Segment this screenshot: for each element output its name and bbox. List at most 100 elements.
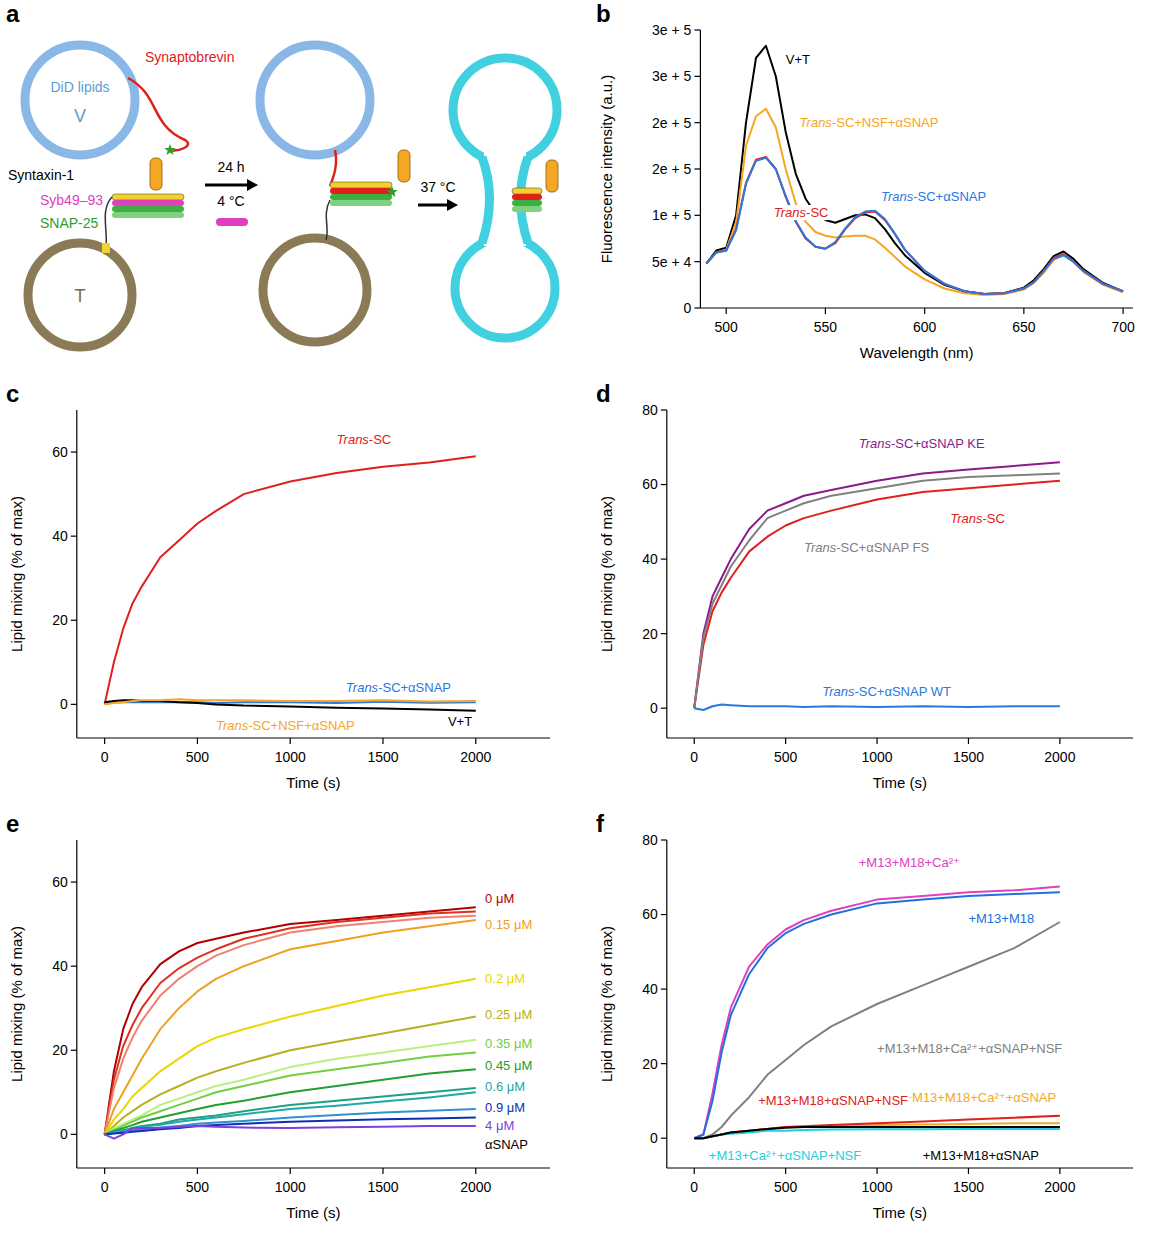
x-tick-label: 1000	[861, 1179, 892, 1195]
label: Synaptobrevin	[145, 49, 235, 65]
y-tick-label: 0	[60, 1126, 68, 1142]
y-tick	[71, 1134, 77, 1135]
series-label: +M13+M18+Ca²⁺+αSNAP+NSF	[877, 1041, 1062, 1056]
series-line	[105, 920, 476, 1135]
snap25-helix	[330, 200, 392, 206]
series-label: V+T	[448, 714, 472, 729]
series-line	[694, 892, 1060, 1138]
series-label: +M13+Ca²⁺+αSNAP+NSF	[709, 1148, 861, 1163]
y-tick	[661, 1138, 667, 1139]
series-line	[694, 1116, 1060, 1138]
x-tick-label: 1000	[861, 749, 892, 765]
x-tick-label: 2000	[460, 749, 491, 765]
fluorophore-star	[164, 144, 175, 155]
y-axis	[666, 840, 667, 1168]
x-tick-label: 1500	[367, 1179, 398, 1195]
x-tick	[876, 738, 877, 744]
y-tick	[71, 881, 77, 882]
text-part: -SC	[369, 432, 391, 447]
x-tick-label: 500	[715, 319, 739, 335]
series-line	[105, 699, 476, 704]
y-tick-label: 0	[684, 300, 692, 316]
y-tick	[694, 261, 700, 262]
label-patch	[921, 1148, 1041, 1163]
arrow-head	[447, 199, 458, 211]
syntaxin-helix	[512, 188, 542, 194]
neck-wall	[482, 157, 490, 243]
fluorophore-star	[386, 186, 397, 197]
label-patch	[483, 1100, 527, 1115]
label-patch	[483, 1137, 530, 1152]
y-tick	[661, 1063, 667, 1064]
panel-letter: e	[6, 810, 19, 837]
linker	[326, 200, 330, 240]
label-patch	[483, 891, 516, 906]
series-line	[105, 916, 476, 1135]
x-axis-title: Time (s)	[873, 1204, 927, 1221]
series-label: Trans-SC+NSF+αSNAP	[800, 115, 939, 130]
chart-panel: b05e + 41e + 52e + 52e + 53e + 53e + 550…	[596, 0, 1135, 361]
series-label: Trans-SC+αSNAP KE	[859, 436, 985, 451]
x-axis	[77, 1167, 550, 1168]
italic-part: Trans	[950, 511, 983, 526]
label-patch	[802, 540, 931, 555]
syntaxin-helix	[330, 182, 392, 188]
x-tick	[876, 1168, 877, 1174]
y-axis	[666, 410, 667, 738]
y-tick-label: 40	[642, 981, 658, 997]
fused-vesicle	[455, 238, 555, 338]
label-patch	[756, 1093, 910, 1108]
x-tick	[197, 1168, 198, 1174]
series-line	[694, 481, 1060, 708]
series-line	[105, 1040, 476, 1135]
arrow-shaft	[418, 204, 450, 207]
x-tick-label: 700	[1111, 319, 1135, 335]
x-tick	[104, 1168, 105, 1174]
x-tick	[1122, 308, 1123, 314]
y-tick	[694, 29, 700, 30]
y-tick-label: 20	[52, 612, 68, 628]
series-label: 0.35 μM	[485, 1036, 532, 1051]
y-tick-label: 60	[52, 444, 68, 460]
series-label: 0.15 μM	[485, 917, 532, 932]
v-vesicle	[25, 45, 135, 155]
x-tick-label: 500	[186, 749, 210, 765]
x-tick	[726, 308, 727, 314]
x-tick-label: 500	[774, 749, 798, 765]
panel-letter: b	[596, 0, 611, 27]
y-tick	[661, 633, 667, 634]
y-axis-title: Lipid mixing (% of max)	[598, 926, 615, 1082]
series-label: +M13+M18+αSNAP	[923, 1148, 1039, 1163]
text-part: -SC+αSNAP WT	[854, 684, 951, 699]
italic-part: Trans	[804, 540, 837, 555]
label-patch	[483, 1007, 534, 1022]
series-line	[706, 46, 1123, 294]
y-tick	[71, 451, 77, 452]
y-tick-label: 80	[642, 402, 658, 418]
snap25-helix	[512, 206, 542, 212]
x-axis-title: Time (s)	[873, 774, 927, 791]
text-part: -SC+αSNAP FS	[836, 540, 929, 555]
series-line	[105, 907, 476, 1134]
x-tick	[825, 308, 826, 314]
series-line	[694, 887, 1060, 1139]
series-label: Trans-SC+NSF+αSNAP	[216, 718, 355, 733]
x-tick-label: 1500	[367, 749, 398, 765]
y-tick-label: 2e + 5	[652, 161, 692, 177]
label: Syntaxin-1	[8, 167, 74, 183]
y-tick	[71, 704, 77, 705]
y-tick	[71, 966, 77, 967]
series-line	[105, 1017, 476, 1135]
x-tick	[968, 738, 969, 744]
v-vesicle	[260, 45, 370, 155]
label-patch	[707, 1148, 863, 1163]
plot-area	[105, 456, 476, 710]
label: 24 h	[217, 159, 244, 175]
snap25-helix	[112, 212, 184, 218]
label: T	[75, 286, 86, 306]
x-tick-label: 1500	[953, 749, 984, 765]
text-part: -SC+NSF+αSNAP	[832, 115, 939, 130]
snap25-helix	[512, 200, 542, 206]
y-axis-title: Lipid mixing (% of max)	[598, 496, 615, 652]
series-line	[694, 473, 1060, 708]
